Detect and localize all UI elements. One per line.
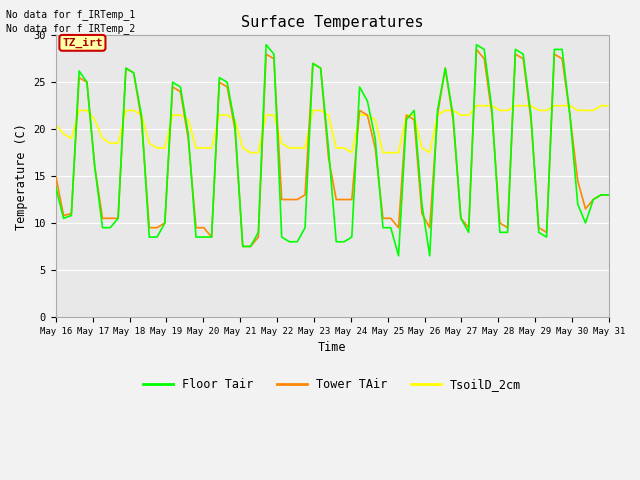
Text: No data for f_IRTemp_2: No data for f_IRTemp_2	[6, 23, 136, 34]
X-axis label: Time: Time	[318, 341, 347, 354]
Y-axis label: Temperature (C): Temperature (C)	[15, 123, 28, 229]
Title: Surface Temperatures: Surface Temperatures	[241, 15, 424, 30]
Text: TZ_irt: TZ_irt	[62, 38, 102, 48]
Legend: Floor Tair, Tower TAir, TsoilD_2cm: Floor Tair, Tower TAir, TsoilD_2cm	[139, 373, 526, 396]
Text: No data for f_IRTemp_1: No data for f_IRTemp_1	[6, 9, 136, 20]
